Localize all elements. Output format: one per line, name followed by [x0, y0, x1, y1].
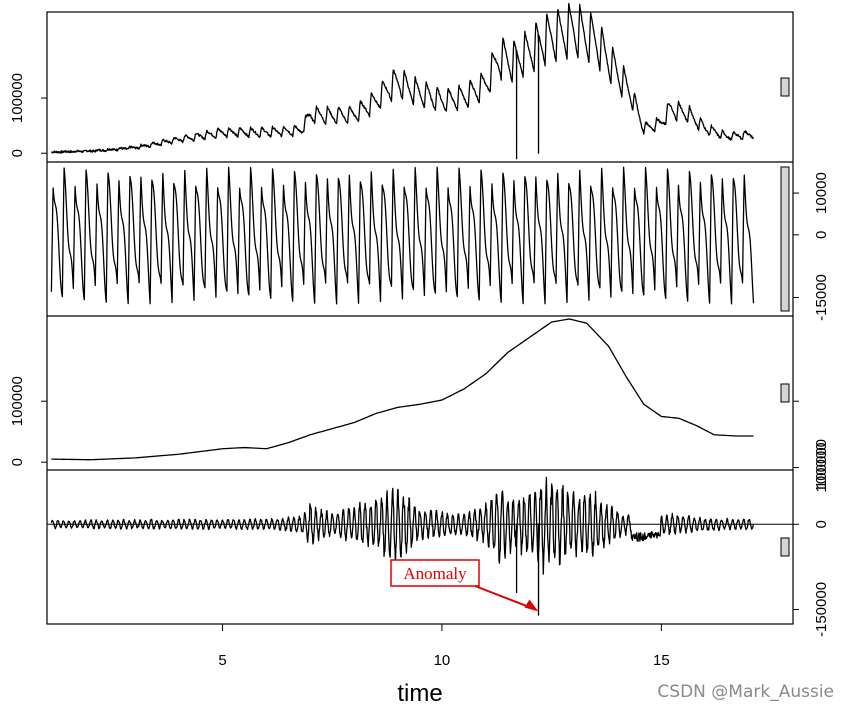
x-axis-label: time [397, 680, 442, 707]
panel-3: 0 100000 100000 [9, 316, 830, 489]
scale-bar [781, 167, 789, 311]
y-tick-label-right: 100000 [813, 442, 830, 492]
panel-1: 0 100000 [9, 4, 789, 159]
x-tick-label: 5 [218, 652, 226, 669]
annotation-arrowhead [524, 599, 538, 611]
panel-4: -150000 0 100000 [47, 442, 830, 637]
y-tick-label-left: 100000 [9, 376, 26, 426]
watermark: CSDN @Mark_Aussie [657, 682, 834, 702]
x-tick-label: 15 [653, 652, 670, 669]
y-tick-label-right: 10000 [813, 172, 830, 214]
plot-frame [47, 12, 793, 624]
annotation-arrow [475, 586, 530, 607]
y-tick-label-left: 0 [9, 458, 26, 466]
y-tick-label-right: -150000 [813, 582, 830, 637]
scale-bar [781, 78, 789, 96]
y-tick-label-left: 0 [9, 149, 26, 157]
series-line-1 [51, 4, 753, 159]
series-line-1 [51, 319, 753, 460]
annotation-label: Anomaly [403, 564, 467, 583]
y-tick-label-right: 0 [813, 231, 830, 239]
y-tick-label-right: 0 [813, 520, 830, 528]
series-line-1 [51, 167, 753, 304]
y-tick-label-left: 100000 [9, 73, 26, 123]
series-line-1 [51, 477, 753, 615]
y-tick-label-right: -15000 [813, 274, 830, 321]
x-tick-label: 10 [434, 652, 451, 669]
panels-group: 0100000-150000100000100000100000-1500000… [9, 4, 830, 670]
scale-bar [781, 384, 789, 402]
panel-2: -15000 0 10000 [47, 162, 830, 321]
scale-bar [781, 538, 789, 556]
